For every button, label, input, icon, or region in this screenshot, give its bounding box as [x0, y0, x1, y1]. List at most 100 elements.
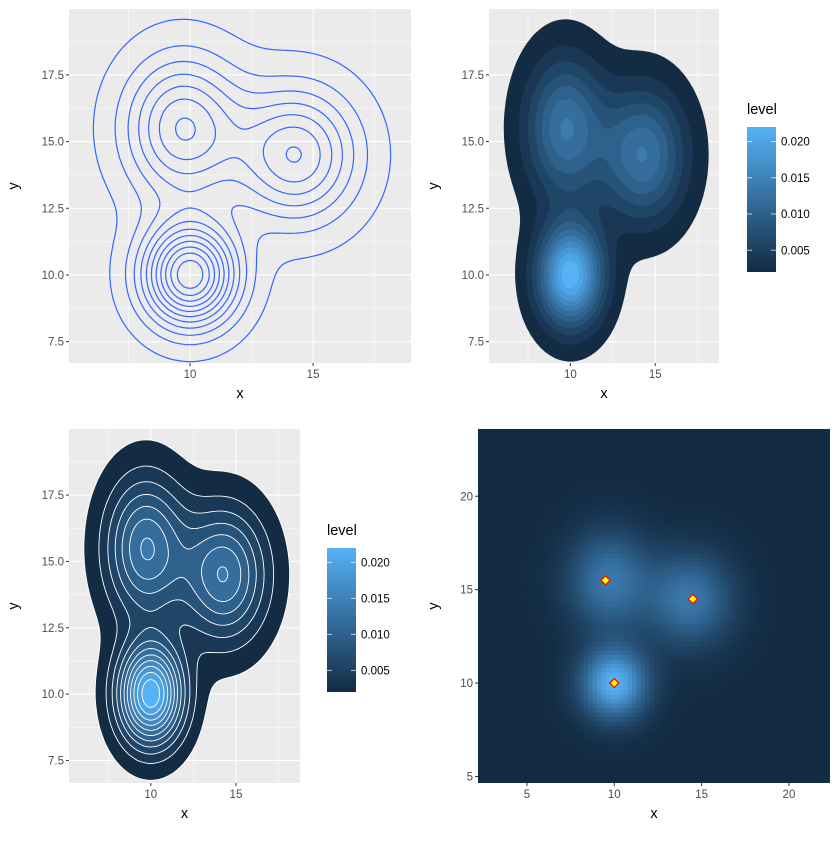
raster-tile [579, 571, 584, 576]
raster-tile [579, 588, 584, 593]
raster-tile [808, 708, 813, 713]
raster-tile [619, 668, 624, 673]
raster-tile [645, 571, 650, 576]
raster-tile [738, 681, 743, 686]
raster-tile [636, 748, 641, 753]
raster-tile [606, 677, 611, 682]
raster-tile [540, 575, 545, 580]
raster-tile [592, 597, 597, 602]
raster-tile [698, 725, 703, 730]
raster-tile [636, 770, 641, 775]
raster-tile [663, 650, 668, 655]
raster-tile [667, 518, 672, 523]
raster-tile [716, 602, 721, 607]
raster-tile [500, 743, 505, 748]
raster-tile [685, 695, 690, 700]
raster-tile [570, 531, 575, 536]
raster-tile [579, 774, 584, 779]
raster-tile [746, 566, 751, 571]
raster-tile [487, 619, 492, 624]
raster-tile [597, 633, 602, 638]
raster-tile [680, 602, 685, 607]
raster-tile [826, 646, 831, 651]
raster-tile [729, 748, 734, 753]
raster-tile [790, 664, 795, 669]
raster-tile [724, 748, 729, 753]
raster-tile [817, 761, 822, 766]
raster-tile [509, 518, 514, 523]
raster-tile [733, 743, 738, 748]
raster-tile [782, 562, 787, 567]
raster-tile [487, 695, 492, 700]
raster-tile [694, 664, 699, 669]
raster-tile [579, 779, 584, 784]
raster-tile [760, 526, 765, 531]
raster-tile [804, 628, 809, 633]
raster-tile [575, 531, 580, 536]
raster-tile [755, 575, 760, 580]
raster-tile [623, 540, 628, 545]
raster-tile [742, 544, 747, 549]
raster-tile [575, 668, 580, 673]
raster-tile [777, 655, 782, 660]
raster-tile [658, 686, 663, 691]
raster-tile [654, 562, 659, 567]
raster-tile [790, 672, 795, 677]
raster-tile [786, 540, 791, 545]
raster-tile [487, 593, 492, 598]
raster-tile [720, 579, 725, 584]
raster-tile [804, 690, 809, 695]
raster-tile [685, 602, 690, 607]
raster-tile [632, 522, 637, 527]
raster-tile [535, 712, 540, 717]
raster-tile [658, 588, 663, 593]
raster-tile [804, 712, 809, 717]
raster-tile [526, 708, 531, 713]
raster-tile [672, 641, 677, 646]
raster-tile [821, 725, 826, 730]
raster-tile [698, 730, 703, 735]
raster-tile [553, 584, 558, 589]
raster-tile [812, 606, 817, 611]
raster-tile [751, 765, 756, 770]
raster-tile [636, 672, 641, 677]
raster-tile [579, 619, 584, 624]
raster-tile [614, 774, 619, 779]
raster-tile [592, 575, 597, 580]
raster-tile [821, 575, 826, 580]
raster-tile [707, 633, 712, 638]
raster-tile [680, 531, 685, 536]
raster-tile [663, 681, 668, 686]
raster-tile [478, 553, 483, 558]
raster-tile [588, 681, 593, 686]
raster-tile [812, 712, 817, 717]
raster-tile [636, 579, 641, 584]
raster-tile [535, 743, 540, 748]
raster-tile [654, 672, 659, 677]
raster-tile [755, 562, 760, 567]
raster-tile [650, 677, 655, 682]
raster-tile [487, 562, 492, 567]
raster-tile [720, 686, 725, 691]
raster-tile [575, 761, 580, 766]
raster-tile [742, 535, 747, 540]
raster-tile [487, 650, 492, 655]
raster-tile [676, 562, 681, 567]
raster-tile [566, 579, 571, 584]
raster-tile [773, 730, 778, 735]
raster-tile [623, 553, 628, 558]
raster-tile [610, 712, 615, 717]
raster-tile [570, 712, 575, 717]
raster-tile [821, 734, 826, 739]
raster-tile [487, 526, 492, 531]
raster-tile [755, 699, 760, 704]
raster-tile [478, 761, 483, 766]
raster-tile [540, 672, 545, 677]
raster-tile [812, 531, 817, 536]
raster-tile [716, 721, 721, 726]
raster-tile [636, 562, 641, 567]
raster-tile [614, 531, 619, 536]
raster-tile [650, 602, 655, 607]
raster-tile [478, 628, 483, 633]
raster-tile [729, 695, 734, 700]
